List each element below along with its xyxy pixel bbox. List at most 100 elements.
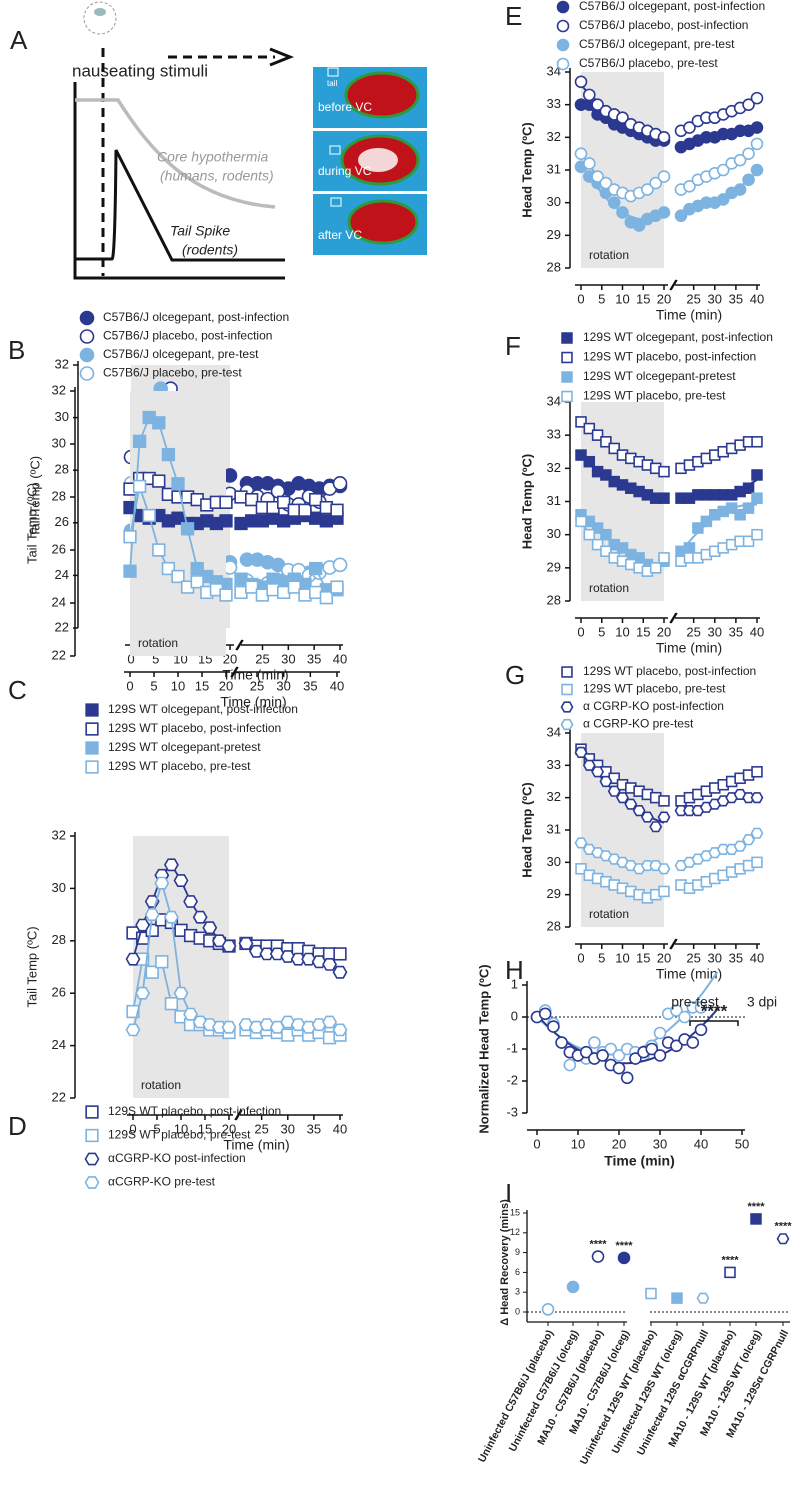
panel-label: C: [8, 675, 27, 705]
x-tick-label: 20: [222, 1121, 236, 1136]
x-tick-label: 35: [307, 651, 321, 666]
legend-marker: [85, 1128, 99, 1143]
y-axis-label: Head Temp (ºC): [519, 782, 534, 878]
panel-label: I: [505, 1178, 512, 1208]
arrow-head: [269, 47, 295, 67]
data-point: [583, 528, 596, 541]
x-tick-label: 25: [255, 651, 269, 666]
data-point: [686, 1036, 700, 1049]
data-point: [596, 1049, 609, 1062]
x-tick-label: 30: [708, 950, 722, 965]
data-point: [123, 530, 137, 544]
x-tick-label: 20: [657, 950, 671, 965]
data-point: [183, 1007, 199, 1021]
panel-label: D: [8, 1111, 27, 1141]
legend-label: C57B6/J olcegepant, pre-test: [103, 347, 259, 361]
legend-marker: [84, 1152, 100, 1166]
data-point: [132, 479, 147, 494]
x-axis-label: Time (min): [223, 1137, 289, 1153]
data-point: [219, 495, 233, 509]
x-tick-label: 10: [615, 950, 629, 965]
data-point: [649, 176, 663, 190]
y-tick-label: 0: [515, 1306, 520, 1316]
data-point: [640, 811, 654, 823]
x-tick-label: 0: [129, 1121, 136, 1136]
data-point: [600, 469, 612, 481]
data-point: [750, 121, 764, 134]
data-point: [555, 1036, 568, 1049]
core-curve: [75, 98, 276, 209]
data-point: [607, 785, 621, 797]
data-point: [152, 474, 166, 488]
shade-label: rotation: [141, 1078, 181, 1092]
curve-note: (humans, rodents): [160, 168, 274, 184]
legend-marker: [85, 703, 99, 717]
data-point: [221, 939, 237, 953]
y-tick-label: 0: [511, 1008, 518, 1023]
y-tick-label: 32: [55, 356, 69, 371]
y-axis-label: Head Temp (ºC): [519, 454, 534, 550]
x-tick-label: 20: [612, 1136, 626, 1151]
y-tick-label: 30: [547, 854, 561, 869]
axis-break: [236, 639, 244, 651]
legend-label: C57B6/J olcegepant, post-infection: [103, 310, 289, 324]
image-label: after VC: [318, 228, 362, 242]
x-tick-label: 30: [281, 651, 295, 666]
data-point: [682, 804, 696, 817]
data-point: [649, 821, 663, 833]
data-point: [579, 1045, 593, 1059]
x-tick-label: 25: [686, 291, 700, 306]
data-point: [640, 859, 654, 872]
data-point: [657, 863, 671, 875]
shade-label: rotation: [589, 581, 629, 595]
significance-label: ****: [589, 1238, 607, 1250]
legend-marker: [561, 332, 573, 344]
data-point: [607, 196, 621, 209]
data-point: [154, 876, 170, 890]
legend-label: C57B6/J olcegepant, pre-test: [579, 37, 735, 51]
legend-label: C57B6/J placebo, pre-test: [103, 366, 242, 380]
data-point: [309, 492, 323, 507]
curve-label: Core hypothermia: [157, 149, 268, 165]
x-tick-label: 35: [729, 950, 743, 965]
legend-label: C57B6/J placebo, pre-test: [579, 56, 718, 70]
data-point: [641, 183, 654, 196]
data-point: [290, 952, 306, 966]
data-point: [751, 856, 763, 869]
y-tick-label: 28: [547, 259, 561, 274]
legend-label: 129S WT placebo, post-infection: [108, 1104, 281, 1118]
data-point: [591, 538, 604, 551]
image-label: before VC: [318, 100, 372, 114]
x-tick-label: 15: [198, 1121, 212, 1136]
series-label: 3 dpi: [747, 994, 777, 1010]
data-point: [616, 792, 629, 804]
data-point: [152, 416, 166, 430]
legend-marker: [85, 741, 99, 755]
panel-label: B: [8, 335, 25, 365]
data-point: [319, 591, 333, 605]
data-point: [582, 88, 596, 102]
x-tick-label: 10: [171, 678, 185, 693]
data-point: [180, 522, 195, 536]
x-tick-label: 5: [598, 624, 605, 639]
axis-break: [669, 279, 677, 291]
data-point: [547, 1020, 560, 1033]
x-tick-label: 0: [577, 624, 584, 639]
roi: [329, 145, 341, 155]
data-point: [135, 986, 151, 1000]
data-point: [591, 1250, 605, 1263]
data-point: [658, 795, 670, 807]
data-point: [132, 434, 147, 448]
x-tick-label: 40: [333, 1121, 347, 1136]
x-axis-label: Time (min): [604, 1153, 675, 1169]
y-axis-label: Tail Temp (ºC): [27, 456, 42, 537]
data-point: [612, 1061, 626, 1075]
data-point: [716, 193, 730, 206]
legend-marker: [560, 718, 574, 731]
legend-marker: [560, 701, 574, 713]
legend-marker: [556, 57, 570, 71]
data-point: [620, 1071, 634, 1085]
data-point: [670, 1039, 683, 1053]
data-point: [645, 1287, 657, 1300]
x-tick-label: 30: [276, 678, 290, 693]
